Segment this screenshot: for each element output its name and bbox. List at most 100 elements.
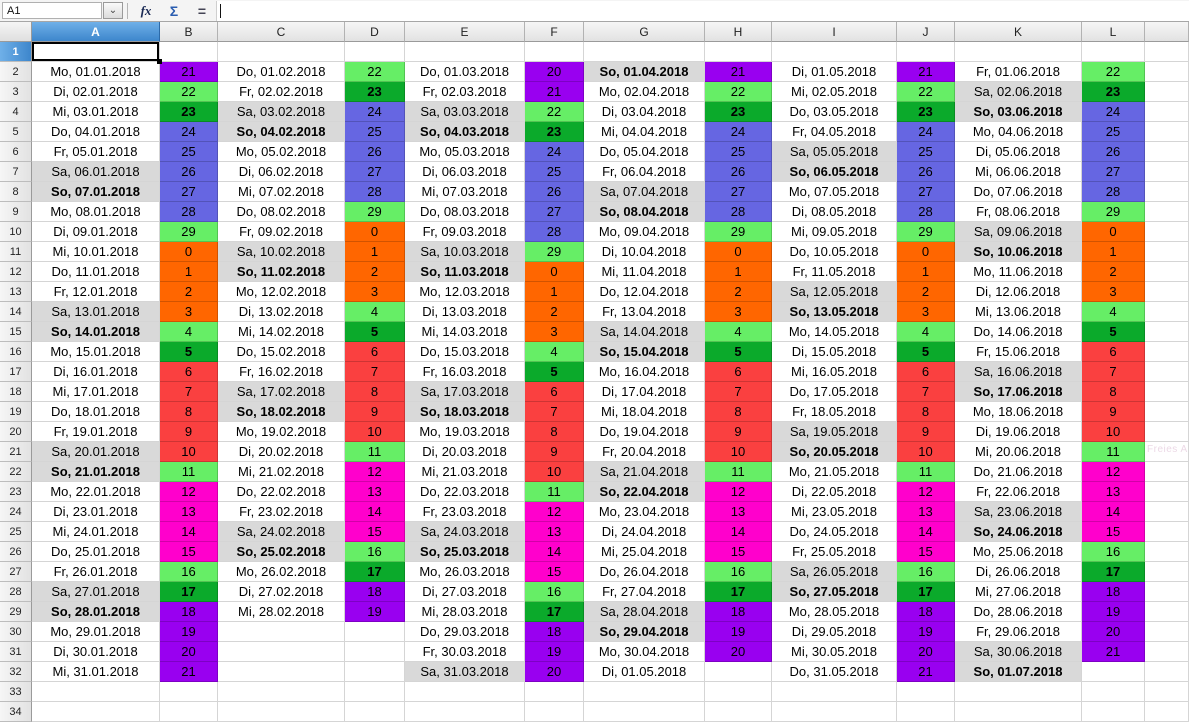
- cell-A5[interactable]: Do, 04.01.2018: [32, 122, 160, 142]
- cell-B33[interactable]: [160, 682, 218, 702]
- cell-G7[interactable]: Fr, 06.04.2018: [584, 162, 705, 182]
- cell-K21[interactable]: Mi, 20.06.2018: [955, 442, 1082, 462]
- cell-J15[interactable]: 4: [897, 322, 955, 342]
- cell-K7[interactable]: Mi, 06.06.2018: [955, 162, 1082, 182]
- cell-J34[interactable]: [897, 702, 955, 722]
- cell-B25[interactable]: 14: [160, 522, 218, 542]
- row-header-29[interactable]: 29: [0, 602, 32, 622]
- cell-B29[interactable]: 18: [160, 602, 218, 622]
- row-header-6[interactable]: 6: [0, 142, 32, 162]
- cell-D29[interactable]: 19: [345, 602, 405, 622]
- cell-D12[interactable]: 2: [345, 262, 405, 282]
- cell-E7[interactable]: Di, 06.03.2018: [405, 162, 525, 182]
- cell-I33[interactable]: [772, 682, 897, 702]
- row-header-28[interactable]: 28: [0, 582, 32, 602]
- cell-E2[interactable]: Do, 01.03.2018: [405, 62, 525, 82]
- cell-B3[interactable]: 22: [160, 82, 218, 102]
- cell-E33[interactable]: [405, 682, 525, 702]
- cell-M24[interactable]: [1145, 502, 1189, 522]
- cell-I6[interactable]: Sa, 05.05.2018: [772, 142, 897, 162]
- cell-H24[interactable]: 13: [705, 502, 772, 522]
- cell-H33[interactable]: [705, 682, 772, 702]
- cell-I12[interactable]: Fr, 11.05.2018: [772, 262, 897, 282]
- cell-G5[interactable]: Mi, 04.04.2018: [584, 122, 705, 142]
- cell-H17[interactable]: 6: [705, 362, 772, 382]
- cell-K28[interactable]: Mi, 27.06.2018: [955, 582, 1082, 602]
- row-header-16[interactable]: 16: [0, 342, 32, 362]
- cell-M1[interactable]: [1145, 42, 1189, 62]
- cell-D16[interactable]: 6: [345, 342, 405, 362]
- cell-J19[interactable]: 8: [897, 402, 955, 422]
- cell-D17[interactable]: 7: [345, 362, 405, 382]
- cell-G16[interactable]: So, 15.04.2018: [584, 342, 705, 362]
- cell-D9[interactable]: 29: [345, 202, 405, 222]
- cell-K12[interactable]: Mo, 11.06.2018: [955, 262, 1082, 282]
- cell-F29[interactable]: 17: [525, 602, 584, 622]
- cell-M28[interactable]: [1145, 582, 1189, 602]
- row-header-25[interactable]: 25: [0, 522, 32, 542]
- row-header-32[interactable]: 32: [0, 662, 32, 682]
- cell-L3[interactable]: 23: [1082, 82, 1145, 102]
- cell-C24[interactable]: Fr, 23.02.2018: [218, 502, 345, 522]
- cell-G15[interactable]: Sa, 14.04.2018: [584, 322, 705, 342]
- cell-K17[interactable]: Sa, 16.06.2018: [955, 362, 1082, 382]
- row-header-22[interactable]: 22: [0, 462, 32, 482]
- cell-C4[interactable]: Sa, 03.02.2018: [218, 102, 345, 122]
- cell-E34[interactable]: [405, 702, 525, 722]
- cell-M9[interactable]: [1145, 202, 1189, 222]
- cell-K33[interactable]: [955, 682, 1082, 702]
- cell-H15[interactable]: 4: [705, 322, 772, 342]
- cell-L20[interactable]: 10: [1082, 422, 1145, 442]
- cell-L19[interactable]: 9: [1082, 402, 1145, 422]
- cell-F26[interactable]: 14: [525, 542, 584, 562]
- cell-reference-input[interactable]: [2, 2, 102, 19]
- cell-B6[interactable]: 25: [160, 142, 218, 162]
- cell-B17[interactable]: 6: [160, 362, 218, 382]
- cell-L18[interactable]: 8: [1082, 382, 1145, 402]
- cell-F18[interactable]: 6: [525, 382, 584, 402]
- col-header-L[interactable]: L: [1082, 22, 1145, 42]
- cell-J14[interactable]: 3: [897, 302, 955, 322]
- cell-I30[interactable]: Di, 29.05.2018: [772, 622, 897, 642]
- cell-C13[interactable]: Mo, 12.02.2018: [218, 282, 345, 302]
- cell-M13[interactable]: [1145, 282, 1189, 302]
- cell-E12[interactable]: So, 11.03.2018: [405, 262, 525, 282]
- cell-J18[interactable]: 7: [897, 382, 955, 402]
- cell-I29[interactable]: Mo, 28.05.2018: [772, 602, 897, 622]
- cell-L7[interactable]: 27: [1082, 162, 1145, 182]
- cell-E32[interactable]: Sa, 31.03.2018: [405, 662, 525, 682]
- cell-K6[interactable]: Di, 05.06.2018: [955, 142, 1082, 162]
- col-header-I[interactable]: I: [772, 22, 897, 42]
- cell-F13[interactable]: 1: [525, 282, 584, 302]
- cell-J26[interactable]: 15: [897, 542, 955, 562]
- cell-E5[interactable]: So, 04.03.2018: [405, 122, 525, 142]
- cell-G2[interactable]: So, 01.04.2018: [584, 62, 705, 82]
- cell-B21[interactable]: 10: [160, 442, 218, 462]
- cell-H7[interactable]: 26: [705, 162, 772, 182]
- cell-G14[interactable]: Fr, 13.04.2018: [584, 302, 705, 322]
- cell-K14[interactable]: Mi, 13.06.2018: [955, 302, 1082, 322]
- cell-J3[interactable]: 22: [897, 82, 955, 102]
- cell-I15[interactable]: Mo, 14.05.2018: [772, 322, 897, 342]
- cell-E24[interactable]: Fr, 23.03.2018: [405, 502, 525, 522]
- cell-C1[interactable]: [218, 42, 345, 62]
- cell-L4[interactable]: 24: [1082, 102, 1145, 122]
- cell-C14[interactable]: Di, 13.02.2018: [218, 302, 345, 322]
- cell-D32[interactable]: [345, 662, 405, 682]
- cell-G19[interactable]: Mi, 18.04.2018: [584, 402, 705, 422]
- cell-A16[interactable]: Mo, 15.01.2018: [32, 342, 160, 362]
- cell-A13[interactable]: Fr, 12.01.2018: [32, 282, 160, 302]
- cell-F32[interactable]: 20: [525, 662, 584, 682]
- cell-M11[interactable]: [1145, 242, 1189, 262]
- cell-J30[interactable]: 19: [897, 622, 955, 642]
- cell-I18[interactable]: Do, 17.05.2018: [772, 382, 897, 402]
- selection-fill-handle[interactable]: [157, 59, 162, 64]
- cell-H23[interactable]: 12: [705, 482, 772, 502]
- cell-C5[interactable]: So, 04.02.2018: [218, 122, 345, 142]
- row-header-3[interactable]: 3: [0, 82, 32, 102]
- cell-B15[interactable]: 4: [160, 322, 218, 342]
- cell-G3[interactable]: Mo, 02.04.2018: [584, 82, 705, 102]
- cell-C8[interactable]: Mi, 07.02.2018: [218, 182, 345, 202]
- cell-A18[interactable]: Mi, 17.01.2018: [32, 382, 160, 402]
- cell-C27[interactable]: Mo, 26.02.2018: [218, 562, 345, 582]
